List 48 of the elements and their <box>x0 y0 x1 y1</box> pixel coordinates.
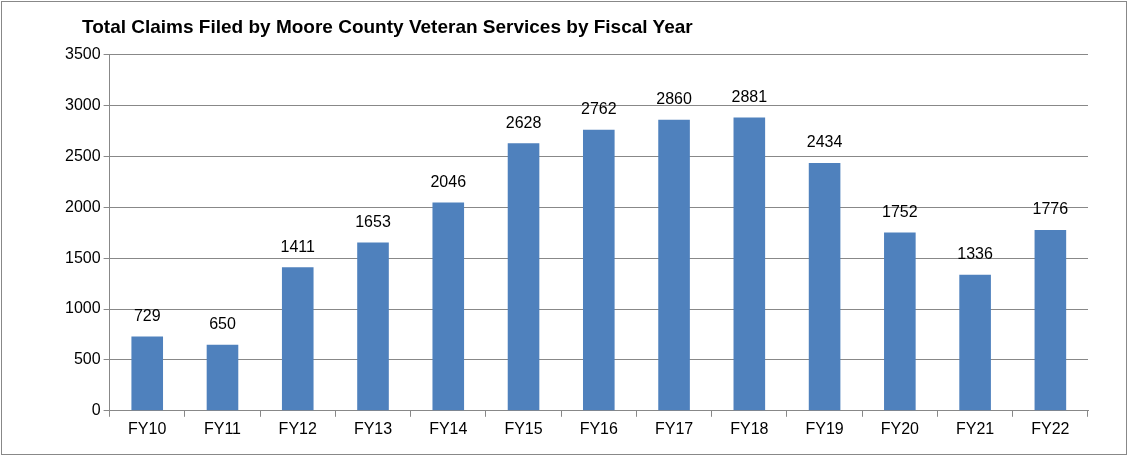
x-tick-label: FY14 <box>429 419 468 437</box>
x-tick-label: FY19 <box>805 419 844 437</box>
x-tick-label: FY20 <box>880 419 920 437</box>
data-label: 2628 <box>505 113 542 131</box>
data-label: 2881 <box>731 88 768 105</box>
y-tick-label: 3500 <box>65 45 101 63</box>
bar <box>582 129 615 411</box>
bar <box>131 336 164 411</box>
bar <box>808 163 841 411</box>
data-label: 650 <box>209 315 236 333</box>
y-tick-label: 1500 <box>65 248 101 266</box>
bar <box>959 274 991 411</box>
data-label: 1336 <box>957 245 994 263</box>
x-tick-label: FY11 <box>203 419 242 437</box>
data-label: 1411 <box>280 237 316 255</box>
y-tick-label: 1000 <box>65 299 101 317</box>
x-tick-label: FY10 <box>128 419 167 437</box>
x-tick-label: FY22 <box>1031 419 1070 437</box>
y-tick-label: 500 <box>73 350 101 368</box>
data-label: 729 <box>133 307 161 325</box>
bar <box>206 344 239 411</box>
data-label: 2434 <box>806 133 843 151</box>
bar <box>507 143 540 411</box>
chart-title: Total Claims Filed by Moore County Veteran Services by Fiscal Year <box>82 16 693 38</box>
bar <box>658 119 690 411</box>
data-label: 1653 <box>355 212 391 230</box>
data-label: 2046 <box>430 172 467 190</box>
bar <box>357 242 389 411</box>
x-tick-label: FY15 <box>504 419 543 437</box>
data-label: 2860 <box>656 90 692 108</box>
data-label: 2762 <box>581 100 617 118</box>
x-tick-label: FY17 <box>654 419 694 437</box>
x-tick-label: FY18 <box>730 419 769 437</box>
bar <box>432 202 465 411</box>
y-tick-label: 0 <box>91 401 101 419</box>
data-label: 1776 <box>1032 200 1069 218</box>
data-label: 1752 <box>882 202 918 220</box>
x-tick-label: FY16 <box>579 419 619 437</box>
bar <box>733 117 766 411</box>
x-tick-label: FY21 <box>955 419 995 437</box>
bar <box>884 232 916 411</box>
bar <box>281 267 314 411</box>
bar <box>1034 230 1067 411</box>
x-tick-label: FY13 <box>353 419 393 437</box>
y-tick-label: 2000 <box>65 197 101 215</box>
y-tick-label: 2500 <box>65 146 101 164</box>
y-tick-label: 3000 <box>65 95 101 113</box>
x-tick-label: FY12 <box>278 419 317 437</box>
